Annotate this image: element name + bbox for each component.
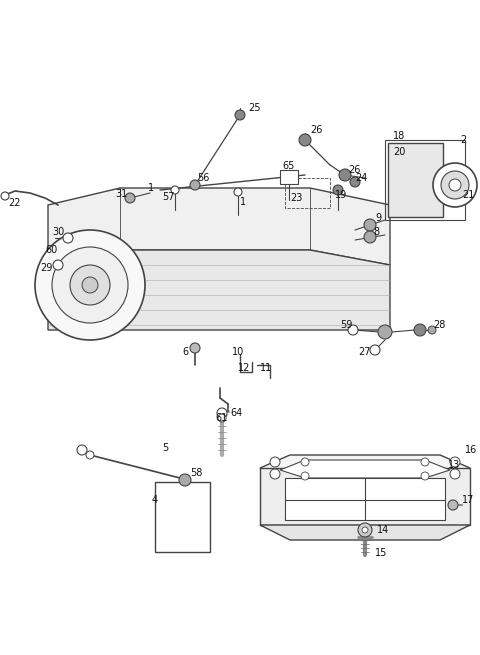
Circle shape [450,457,460,467]
Circle shape [370,345,380,355]
Polygon shape [260,468,470,525]
Bar [155,482,210,552]
Circle shape [441,171,469,199]
Text: 60: 60 [45,245,57,255]
Text: 10: 10 [232,347,244,357]
Text: 17: 17 [462,495,474,505]
Circle shape [333,185,343,195]
Circle shape [270,469,280,479]
Circle shape [433,163,477,207]
Circle shape [217,408,227,418]
Circle shape [190,343,200,353]
Circle shape [77,445,87,455]
Text: 8: 8 [373,227,379,237]
Circle shape [235,110,245,120]
Text: 28: 28 [433,320,445,330]
Circle shape [53,260,63,270]
Text: 14: 14 [377,525,389,535]
Circle shape [190,180,200,190]
Text: 9: 9 [375,213,381,223]
Text: 11: 11 [260,363,272,373]
Text: 61: 61 [215,413,227,423]
Text: 4: 4 [152,495,158,505]
Circle shape [448,500,458,510]
Circle shape [378,325,392,339]
Text: 31: 31 [115,189,127,199]
Circle shape [421,458,429,466]
Circle shape [1,192,9,200]
Text: 16: 16 [465,445,477,455]
Circle shape [428,326,436,334]
Text: 13: 13 [448,460,460,470]
Text: 1: 1 [240,197,246,207]
Text: 22: 22 [8,198,21,208]
Circle shape [348,325,358,335]
Circle shape [70,265,110,305]
Circle shape [82,277,98,293]
Circle shape [234,188,242,196]
Circle shape [63,233,73,243]
Circle shape [301,458,309,466]
Circle shape [86,451,94,459]
Text: 56: 56 [197,173,209,183]
Text: 65: 65 [282,161,294,171]
Circle shape [358,523,372,537]
Text: 26: 26 [310,125,323,135]
Text: 20: 20 [393,147,406,157]
Text: 25: 25 [248,103,261,113]
Text: 12: 12 [238,363,251,373]
Circle shape [421,472,429,480]
Text: 6: 6 [182,347,188,357]
Text: 1: 1 [148,183,154,193]
Text: 19: 19 [335,190,347,200]
Circle shape [449,179,461,191]
Bar [285,178,330,208]
Text: 24: 24 [355,173,367,183]
Circle shape [350,177,360,187]
Circle shape [364,231,376,243]
Circle shape [364,219,376,231]
Circle shape [171,186,179,194]
Text: 30: 30 [52,227,64,237]
Bar [388,143,443,217]
Text: 57: 57 [162,192,175,202]
Text: 2: 2 [460,135,466,145]
Circle shape [270,457,280,467]
Polygon shape [260,525,470,540]
Circle shape [218,414,226,422]
Text: 58: 58 [190,468,203,478]
Text: 29: 29 [40,263,52,273]
Circle shape [414,324,426,336]
Circle shape [179,474,191,486]
Circle shape [362,527,368,533]
Circle shape [35,230,145,340]
Text: 26: 26 [348,165,360,175]
Text: 15: 15 [375,548,387,558]
Text: 21: 21 [462,190,474,200]
Text: 64: 64 [230,408,242,418]
Text: 23: 23 [290,193,302,203]
Circle shape [299,134,311,146]
Circle shape [52,247,128,323]
Circle shape [301,472,309,480]
Polygon shape [280,460,450,478]
Bar [280,170,298,184]
Circle shape [339,169,351,181]
Circle shape [450,469,460,479]
Circle shape [125,193,135,203]
Text: 59: 59 [340,320,352,330]
Polygon shape [260,455,470,480]
Polygon shape [285,478,445,520]
Text: 27: 27 [358,347,371,357]
Polygon shape [48,188,390,265]
Text: 18: 18 [393,131,405,141]
Text: 5: 5 [162,443,168,453]
Bar [385,140,465,220]
Polygon shape [48,250,390,330]
